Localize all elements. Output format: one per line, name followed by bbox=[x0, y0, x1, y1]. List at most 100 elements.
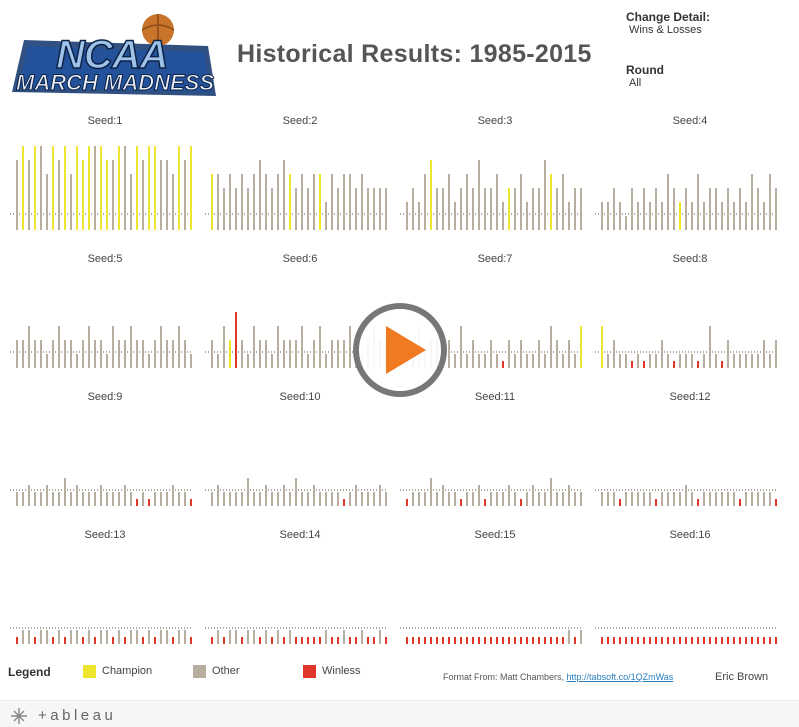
result-bar[interactable] bbox=[466, 174, 468, 230]
result-bar[interactable] bbox=[76, 485, 78, 506]
result-bar[interactable] bbox=[16, 637, 18, 644]
result-bar[interactable] bbox=[343, 174, 345, 230]
result-bar[interactable] bbox=[757, 637, 759, 644]
result-bar[interactable] bbox=[406, 499, 408, 506]
result-bar[interactable] bbox=[325, 492, 327, 506]
result-bar[interactable] bbox=[544, 492, 546, 506]
result-bar[interactable] bbox=[613, 492, 615, 506]
result-bar[interactable] bbox=[166, 492, 168, 506]
result-bar[interactable] bbox=[142, 160, 144, 230]
result-bar[interactable] bbox=[160, 492, 162, 506]
result-bar[interactable] bbox=[562, 492, 564, 506]
result-bar[interactable] bbox=[673, 188, 675, 230]
result-bar[interactable] bbox=[460, 499, 462, 506]
result-bar[interactable] bbox=[601, 202, 603, 230]
tableau-logo[interactable]: +ableau bbox=[10, 705, 130, 725]
result-bar[interactable] bbox=[361, 492, 363, 506]
result-bar[interactable] bbox=[478, 637, 480, 644]
result-bar[interactable] bbox=[406, 202, 408, 230]
result-bar[interactable] bbox=[106, 354, 108, 368]
result-bar[interactable] bbox=[649, 202, 651, 230]
result-bar[interactable] bbox=[46, 485, 48, 506]
result-bar[interactable] bbox=[235, 188, 237, 230]
result-bar[interactable] bbox=[253, 492, 255, 506]
result-bar[interactable] bbox=[118, 630, 120, 644]
result-bar[interactable] bbox=[160, 326, 162, 368]
result-bar[interactable] bbox=[241, 492, 243, 506]
result-bar[interactable] bbox=[223, 492, 225, 506]
result-bar[interactable] bbox=[295, 637, 297, 644]
result-bar[interactable] bbox=[673, 361, 675, 368]
result-bar[interactable] bbox=[643, 637, 645, 644]
result-bar[interactable] bbox=[184, 492, 186, 506]
result-bar[interactable] bbox=[271, 492, 273, 506]
result-bar[interactable] bbox=[550, 478, 552, 506]
result-bar[interactable] bbox=[520, 499, 522, 506]
result-bar[interactable] bbox=[76, 630, 78, 644]
result-bar[interactable] bbox=[259, 340, 261, 368]
result-bar[interactable] bbox=[337, 188, 339, 230]
result-bar[interactable] bbox=[484, 188, 486, 230]
result-bar[interactable] bbox=[331, 492, 333, 506]
result-bar[interactable] bbox=[277, 630, 279, 644]
result-bar[interactable] bbox=[52, 637, 54, 644]
result-bar[interactable] bbox=[607, 354, 609, 368]
result-bar[interactable] bbox=[544, 637, 546, 644]
result-bar[interactable] bbox=[142, 637, 144, 644]
result-bar[interactable] bbox=[763, 637, 765, 644]
result-bar[interactable] bbox=[454, 354, 456, 368]
result-bar[interactable] bbox=[625, 354, 627, 368]
result-bar[interactable] bbox=[253, 326, 255, 368]
result-bar[interactable] bbox=[58, 630, 60, 644]
result-bar[interactable] bbox=[673, 637, 675, 644]
result-bar[interactable] bbox=[154, 146, 156, 230]
result-bar[interactable] bbox=[223, 637, 225, 644]
result-bar[interactable] bbox=[385, 188, 387, 230]
result-bar[interactable] bbox=[514, 492, 516, 506]
result-bar[interactable] bbox=[289, 492, 291, 506]
result-bar[interactable] bbox=[319, 326, 321, 368]
result-bar[interactable] bbox=[259, 160, 261, 230]
result-bar[interactable] bbox=[154, 492, 156, 506]
result-bar[interactable] bbox=[745, 637, 747, 644]
result-bar[interactable] bbox=[637, 354, 639, 368]
result-bar[interactable] bbox=[667, 492, 669, 506]
result-bar[interactable] bbox=[466, 354, 468, 368]
result-bar[interactable] bbox=[619, 499, 621, 506]
result-bar[interactable] bbox=[259, 492, 261, 506]
result-bar[interactable] bbox=[211, 174, 213, 230]
result-bar[interactable] bbox=[757, 354, 759, 368]
result-bar[interactable] bbox=[259, 637, 261, 644]
result-bar[interactable] bbox=[661, 492, 663, 506]
result-bar[interactable] bbox=[739, 188, 741, 230]
result-bar[interactable] bbox=[424, 637, 426, 644]
result-bar[interactable] bbox=[118, 146, 120, 230]
result-bar[interactable] bbox=[373, 492, 375, 506]
result-bar[interactable] bbox=[601, 326, 603, 368]
result-bar[interactable] bbox=[520, 637, 522, 644]
result-bar[interactable] bbox=[217, 174, 219, 230]
result-bar[interactable] bbox=[418, 492, 420, 506]
result-bar[interactable] bbox=[106, 492, 108, 506]
result-bar[interactable] bbox=[532, 354, 534, 368]
result-bar[interactable] bbox=[118, 492, 120, 506]
result-bar[interactable] bbox=[508, 188, 510, 230]
result-bar[interactable] bbox=[136, 146, 138, 230]
result-bar[interactable] bbox=[319, 174, 321, 230]
result-bar[interactable] bbox=[769, 354, 771, 368]
result-bar[interactable] bbox=[625, 637, 627, 644]
result-bar[interactable] bbox=[22, 630, 24, 644]
result-bar[interactable] bbox=[112, 637, 114, 644]
result-bar[interactable] bbox=[568, 485, 570, 506]
result-bar[interactable] bbox=[442, 485, 444, 506]
result-bar[interactable] bbox=[655, 188, 657, 230]
result-bar[interactable] bbox=[307, 492, 309, 506]
result-bar[interactable] bbox=[568, 202, 570, 230]
result-bar[interactable] bbox=[88, 492, 90, 506]
result-bar[interactable] bbox=[472, 340, 474, 368]
result-bar[interactable] bbox=[703, 637, 705, 644]
result-bar[interactable] bbox=[166, 630, 168, 644]
result-bar[interactable] bbox=[769, 492, 771, 506]
result-bar[interactable] bbox=[361, 630, 363, 644]
result-bar[interactable] bbox=[691, 492, 693, 506]
